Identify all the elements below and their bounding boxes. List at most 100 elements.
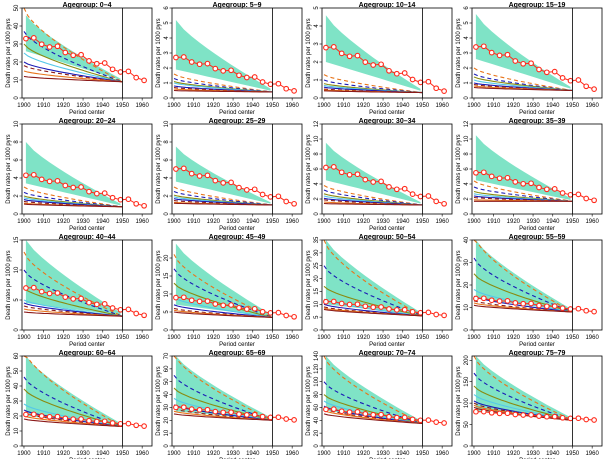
y-tick-label: 15 [164,272,170,279]
y-tick-label: 2 [314,197,320,201]
observed-point [543,186,550,193]
observed-point [575,415,582,422]
x-tick-label: 1950 [416,219,430,225]
darkred-dashed-curve [473,300,573,313]
observed-point [386,306,392,312]
observed-point [409,308,416,315]
observed-point [46,178,53,185]
orange-dashed-curve [23,251,123,317]
y-tick-label: 6 [464,167,470,171]
y-tick-label: 30 [14,40,20,47]
observed-point [441,88,447,94]
observed-point [393,307,400,313]
observed-point [30,411,37,418]
observed-point [228,179,234,186]
chart-panel-10: 1900 1910 1920 1930 1940 1950 1960 0 5 10 15 20 Ageg… [156,234,303,348]
y-tick-label: 0 [164,96,170,100]
x-tick-label: 1910 [337,335,351,341]
y-tick-label: 4 [164,36,170,40]
observed-point [346,53,353,60]
y-tick-label: 100 [464,397,470,408]
observed-point [338,50,345,57]
observed-point [70,184,77,191]
x-tick-label: 1930 [76,103,90,109]
orange-dashed-curve [473,67,573,92]
observed-point [283,416,290,422]
panel-title: Agegroup: 15–19 [509,2,566,9]
observed-point [173,294,179,301]
observed-point [575,305,582,312]
observed-point [62,49,69,56]
chart-panel-2: 1900 1910 1920 1930 1940 1950 1960 0 1 2 3 4 5 6 Agegr… [156,2,303,116]
y-tick-label: 0 [164,212,170,216]
observed-line [175,296,295,318]
observed-point [543,413,550,420]
observed-point [512,179,519,185]
panel-title: Agegroup: 35–39 [509,118,566,125]
observed-point [338,408,345,415]
y-tick-label: 50 [14,4,20,11]
plot-frame [21,239,153,331]
observed-point [275,309,282,316]
x-axis-label: Period center [69,342,105,348]
darkred-solid-curve [173,413,273,421]
y-tick-label: 2 [164,66,170,70]
x-tick-label: 1950 [116,103,130,109]
x-tick-label: 1920 [357,335,371,341]
confidence-band [325,240,421,316]
x-tick-label: 1930 [226,335,240,341]
x-tick-label: 1920 [357,103,371,109]
y-tick-label: 0 [314,444,320,448]
observed-point [133,422,140,429]
observed-point [220,68,227,74]
observed-point [38,41,45,48]
y-axis-label: Death rates per 1000 pyrs [306,250,312,319]
x-tick-label: 1920 [207,219,221,225]
observed-point [196,407,203,413]
x-tick-label: 1920 [57,451,71,457]
observed-line [475,171,595,201]
orange-dashed-curve [23,355,123,427]
darkred-dashed-curve [23,200,123,208]
observed-point [236,184,242,191]
x-tick-label: 1960 [585,103,599,109]
confidence-band [475,135,571,200]
observed-point [488,49,495,56]
observed-point [591,308,597,315]
y-tick-label: 60 [314,403,320,410]
x-axis-label: Period center [369,342,405,348]
observed-point [401,414,408,421]
observed-point [251,186,258,193]
y-tick-label: 1 [464,81,470,85]
x-tick-label: 1950 [416,335,430,341]
orange-dashed-curve [473,355,573,421]
confidence-band [25,356,121,426]
confidence-band [25,15,121,81]
x-axis-label: Period center [519,342,555,348]
observed-point [330,44,337,50]
observed-point [378,61,384,68]
observed-point [86,417,92,424]
y-tick-label: 20 [464,281,470,288]
observed-point [496,410,503,417]
observed-point [480,295,487,302]
y-tick-label: 0 [464,444,470,448]
darkred-solid-curve [23,311,123,317]
x-tick-label: 1900 [167,451,181,457]
observed-point [220,409,227,416]
observed-point [283,85,290,92]
y-axis-label: Death rates per 1000 pyrs [306,134,312,203]
observed-point [141,423,147,429]
observed-point [46,290,53,297]
y-tick-label: 50 [464,421,470,428]
observed-point [291,200,297,207]
x-tick-label: 1930 [526,103,540,109]
x-tick-label: 1940 [546,103,560,109]
observed-point [259,191,266,198]
confidence-band [175,356,271,420]
x-axis-label: Period center [69,226,105,232]
observed-point [330,406,337,412]
observed-point [504,174,511,181]
x-tick-label: 1960 [135,103,149,109]
x-tick-label: 1910 [487,451,501,457]
